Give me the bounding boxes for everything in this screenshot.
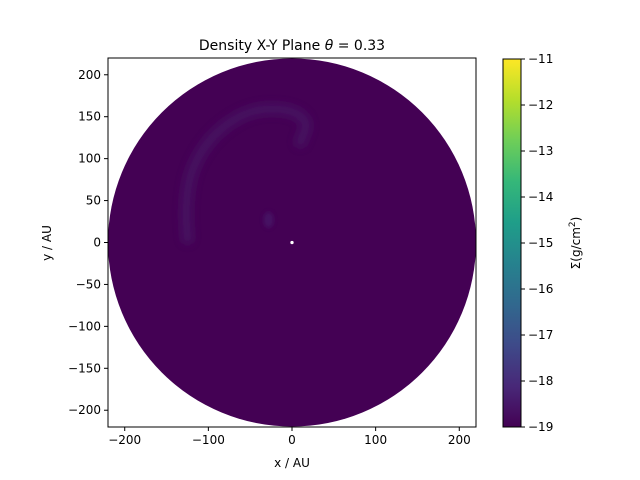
colorbar-tick-label: −11 bbox=[528, 52, 553, 66]
y-axis-ticks: −200 −150 −100 −50 0 50 100 150 200 bbox=[68, 68, 108, 417]
x-axis-ticks: −200 −100 0 100 200 bbox=[108, 427, 471, 447]
colorbar-tick-label: −14 bbox=[528, 190, 553, 204]
colorbar-tick-label: −18 bbox=[528, 374, 553, 388]
colorbar-tick-label: −15 bbox=[528, 236, 553, 250]
y-tick-label: 150 bbox=[78, 110, 101, 124]
colorbar-ticks: −19 −18 −17 −16 −15 −14 −13 −12 −11 bbox=[521, 52, 553, 434]
y-tick-label: 100 bbox=[78, 152, 101, 166]
density-features bbox=[180, 103, 312, 245]
colorbar-tick-label: −19 bbox=[528, 420, 553, 434]
y-tick-label: −150 bbox=[68, 361, 101, 375]
y-tick-label: −50 bbox=[76, 277, 101, 291]
colorbar-tick-label: −13 bbox=[528, 144, 553, 158]
colorbar-tick-label: −17 bbox=[528, 328, 553, 342]
colorbar-label: Σ(g/cm2) bbox=[568, 217, 583, 270]
spiral-arm-feature bbox=[180, 103, 312, 245]
colorbar-tick-label: −12 bbox=[528, 98, 553, 112]
y-tick-label: 50 bbox=[86, 194, 101, 208]
x-tick-label: 0 bbox=[288, 433, 296, 447]
x-tick-label: −100 bbox=[192, 433, 225, 447]
x-tick-label: 100 bbox=[364, 433, 387, 447]
x-axis-label: x / AU bbox=[274, 456, 310, 470]
x-tick-label: −200 bbox=[108, 433, 141, 447]
y-axis-label: y / AU bbox=[40, 225, 54, 261]
colorbar-tick-label: −16 bbox=[528, 282, 553, 296]
chart-title: Density X-Y Plane θ = 0.33 bbox=[199, 38, 385, 54]
colorbar: −19 −18 −17 −16 −15 −14 −13 −12 −11 Σ(g/cm2) bbox=[502, 52, 583, 434]
plot-area: −200 −100 0 100 200 −200 −150 −100 −50 0 50 100 150… bbox=[68, 57, 477, 447]
y-tick-label: 0 bbox=[93, 236, 101, 250]
y-tick-label: −200 bbox=[68, 403, 101, 417]
x-tick-label: 200 bbox=[448, 433, 471, 447]
colorbar-fill bbox=[503, 59, 521, 427]
y-tick-label: −100 bbox=[68, 319, 101, 333]
y-tick-label: 200 bbox=[78, 68, 101, 82]
inner-hole bbox=[290, 240, 294, 245]
clump-feature bbox=[263, 211, 274, 228]
